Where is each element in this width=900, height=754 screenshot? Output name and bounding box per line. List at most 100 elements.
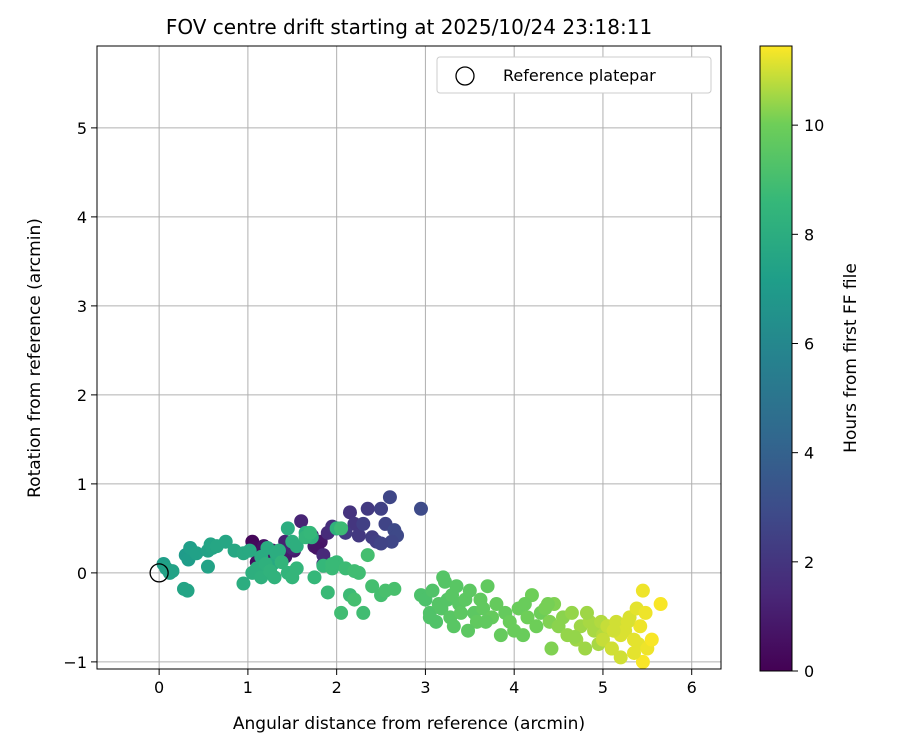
y-tick-label: 3 — [77, 297, 87, 316]
scatter-point — [294, 514, 309, 529]
scatter-point — [189, 546, 204, 561]
scatter-point — [480, 579, 495, 594]
y-tick-label: 0 — [77, 564, 87, 583]
scatter-point — [635, 654, 650, 669]
x-tick-label: 5 — [598, 678, 608, 697]
scatter-point — [382, 490, 397, 505]
colorbar-tick-label: 6 — [804, 334, 814, 353]
scatter-point — [453, 605, 468, 620]
y-axis-ticks: −1 0 1 2 3 4 5 — [63, 119, 97, 672]
grid-lines — [97, 46, 721, 669]
scatter-point — [334, 605, 349, 620]
scatter-point — [633, 619, 648, 634]
scatter-point — [620, 614, 635, 629]
scatter-point — [351, 565, 366, 580]
colorbar-label: Hours from first FF file — [841, 263, 861, 453]
colorbar-tick-label: 10 — [804, 116, 824, 135]
scatter-point — [638, 605, 653, 620]
y-tick-label: 4 — [77, 208, 87, 227]
reference-platepar-marker — [149, 563, 169, 583]
scatter-point — [578, 641, 593, 656]
scatter-point — [374, 536, 389, 551]
scatter-point — [176, 581, 191, 596]
scatter-point — [564, 605, 579, 620]
scatter-point — [271, 543, 286, 558]
scatter-point — [356, 605, 371, 620]
colorbar-ticks: 0 2 4 6 8 10 — [792, 116, 824, 681]
y-tick-label: −1 — [63, 653, 87, 672]
legend-box — [436, 56, 712, 94]
x-tick-label: 3 — [420, 678, 430, 697]
y-tick-label: 2 — [77, 386, 87, 405]
x-tick-label: 4 — [509, 678, 519, 697]
scatter-point — [493, 628, 508, 643]
plot-frame — [96, 45, 722, 670]
x-axis-label: Angular distance from reference (arcmin) — [233, 714, 585, 734]
legend: Reference platepar — [436, 56, 712, 94]
y-tick-label: 5 — [77, 119, 87, 138]
y-tick-label: 1 — [77, 475, 87, 494]
x-tick-label: 2 — [332, 678, 342, 697]
scatter-point — [334, 521, 349, 536]
legend-label: Reference platepar — [503, 66, 656, 85]
scatter-point — [347, 592, 362, 607]
scatter-point — [384, 534, 399, 549]
scatter-point — [461, 623, 476, 638]
scatter-point — [218, 534, 233, 549]
colorbar-tick-label: 8 — [804, 225, 814, 244]
scatter-point — [236, 576, 251, 591]
legend-marker — [455, 66, 475, 86]
scatter-point — [360, 501, 375, 516]
scatter-point — [342, 505, 357, 520]
scatter-point — [520, 610, 535, 625]
scatter-point — [280, 521, 295, 536]
colorbar — [759, 45, 793, 672]
scatter-point — [567, 629, 582, 644]
scatter-point — [422, 610, 437, 625]
scatter-point — [200, 559, 215, 574]
colorbar-tick-label: 4 — [804, 444, 814, 463]
y-axis-label: Rotation from reference (arcmin) — [25, 218, 45, 498]
colorbar-tick-label: 2 — [804, 553, 814, 572]
scatter-point — [320, 585, 335, 600]
scatter-point — [289, 539, 304, 554]
scatter-point — [303, 525, 318, 540]
scatter-point — [478, 614, 493, 629]
scatter-point — [325, 556, 340, 571]
scatter-point — [165, 564, 180, 579]
x-axis-ticks: 0 1 2 3 4 5 6 — [154, 669, 697, 697]
scatter-point — [606, 623, 621, 638]
data-points — [156, 490, 668, 669]
scatter-point — [360, 548, 375, 563]
scatter-point — [289, 561, 304, 576]
scatter-point — [613, 650, 628, 665]
scatter-point — [267, 570, 282, 585]
scatter-point — [307, 570, 322, 585]
colorbar-tick-label: 0 — [804, 662, 814, 681]
scatter-point — [365, 579, 380, 594]
scatter-point — [351, 528, 366, 543]
scatter-point — [425, 583, 440, 598]
scatter-point — [635, 583, 650, 598]
scatter-point — [579, 605, 594, 620]
scatter-point — [517, 597, 532, 612]
scatter-point — [644, 632, 659, 647]
scatter-point — [413, 501, 428, 516]
x-tick-label: 0 — [154, 678, 164, 697]
scatter-point — [540, 597, 555, 612]
scatter-point — [529, 619, 544, 634]
scatter-point — [627, 645, 642, 660]
scatter-point — [242, 543, 257, 558]
scatter-point — [462, 583, 477, 598]
scatter-point — [274, 555, 289, 570]
scatter-point — [544, 641, 559, 656]
scatter-point — [374, 501, 389, 516]
scatter-point — [489, 597, 504, 612]
scatter-point — [653, 597, 668, 612]
scatter-point — [449, 579, 464, 594]
scatter-point — [446, 619, 461, 634]
scatter-point — [595, 632, 610, 647]
scatter-point — [356, 516, 371, 531]
scatter-point — [436, 570, 451, 585]
